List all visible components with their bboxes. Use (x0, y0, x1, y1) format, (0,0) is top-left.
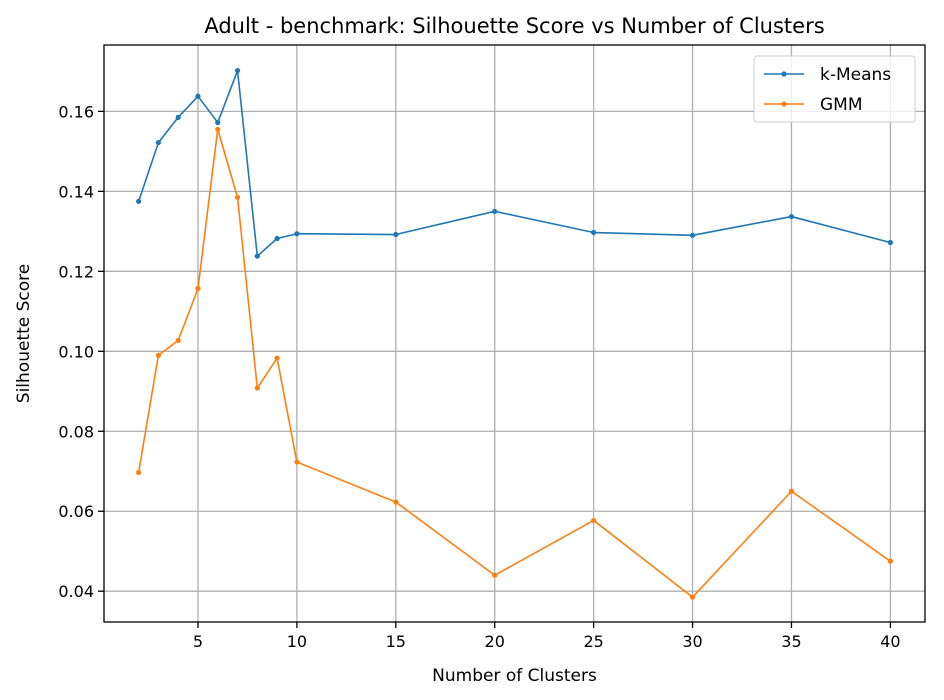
data-point-gmm (155, 352, 162, 358)
data-point-k-means (195, 93, 201, 99)
y-tick-label: 0.10 (58, 342, 94, 361)
data-point-gmm (788, 488, 795, 494)
legend-box (753, 55, 916, 123)
data-point-gmm (887, 558, 893, 564)
data-point-gmm (591, 517, 597, 524)
data-point-k-means (234, 67, 241, 74)
x-tick-label: 40 (880, 632, 900, 651)
chart-title: Adult - benchmark: Silhouette Score vs N… (204, 14, 824, 38)
grid-lines (104, 45, 925, 622)
x-tick-label: 35 (781, 632, 801, 651)
series-gmm (136, 126, 893, 600)
legend-marker-gmm (781, 101, 787, 107)
data-point-gmm (195, 285, 201, 292)
y-axis-label: Silhouette Score (14, 264, 34, 403)
data-point-k-means (175, 114, 181, 120)
x-tick-label: 20 (485, 632, 505, 651)
y-tick-label: 0.16 (58, 102, 94, 121)
y-tick-label: 0.04 (58, 582, 94, 601)
y-tick-label: 0.12 (58, 262, 94, 281)
x-tick-label: 10 (287, 632, 307, 651)
x-tick-label: 5 (193, 632, 203, 651)
data-point-k-means (591, 229, 597, 236)
data-point-k-means (492, 208, 498, 214)
data-point-k-means (254, 253, 260, 259)
y-tick-label: 0.06 (58, 502, 94, 521)
legend: k-Means GMM (753, 55, 916, 123)
legend-label-gmm: GMM (820, 95, 863, 115)
data-point-gmm (689, 594, 696, 600)
plot-frame (103, 44, 926, 623)
data-point-k-means (155, 139, 162, 146)
data-point-gmm (254, 385, 260, 391)
data-point-gmm (234, 194, 241, 200)
data-point-gmm (393, 499, 399, 505)
data-point-k-means (294, 231, 300, 237)
legend-label-k-means: k-Means (820, 65, 891, 85)
x-tick-label: 30 (682, 632, 702, 651)
series-layer (136, 67, 893, 600)
x-tick-label: 25 (583, 632, 603, 651)
legend-marker-k-means (781, 71, 787, 77)
data-point-k-means (393, 231, 399, 238)
data-point-gmm (215, 126, 221, 132)
x-axis-label: Number of Clusters (432, 666, 597, 686)
data-point-k-means (215, 119, 221, 126)
data-point-k-means (136, 198, 142, 204)
data-point-gmm (136, 469, 142, 476)
y-tick-label: 0.14 (58, 182, 94, 201)
data-point-k-means (689, 232, 696, 238)
data-point-gmm (175, 337, 181, 344)
series-k-means (136, 67, 893, 259)
data-point-k-means (274, 235, 280, 242)
data-point-k-means (887, 239, 893, 246)
x-tick-label: 15 (386, 632, 406, 651)
data-point-gmm (492, 572, 498, 578)
y-tick-label: 0.08 (58, 422, 94, 441)
data-point-k-means (788, 213, 795, 220)
data-point-gmm (294, 459, 300, 465)
data-point-gmm (274, 355, 280, 361)
axis-ticks: 5 10 15 20 25 30 35 40 0.04 0.06 0.08 0.10 0.12 0.14 0… (58, 102, 900, 651)
